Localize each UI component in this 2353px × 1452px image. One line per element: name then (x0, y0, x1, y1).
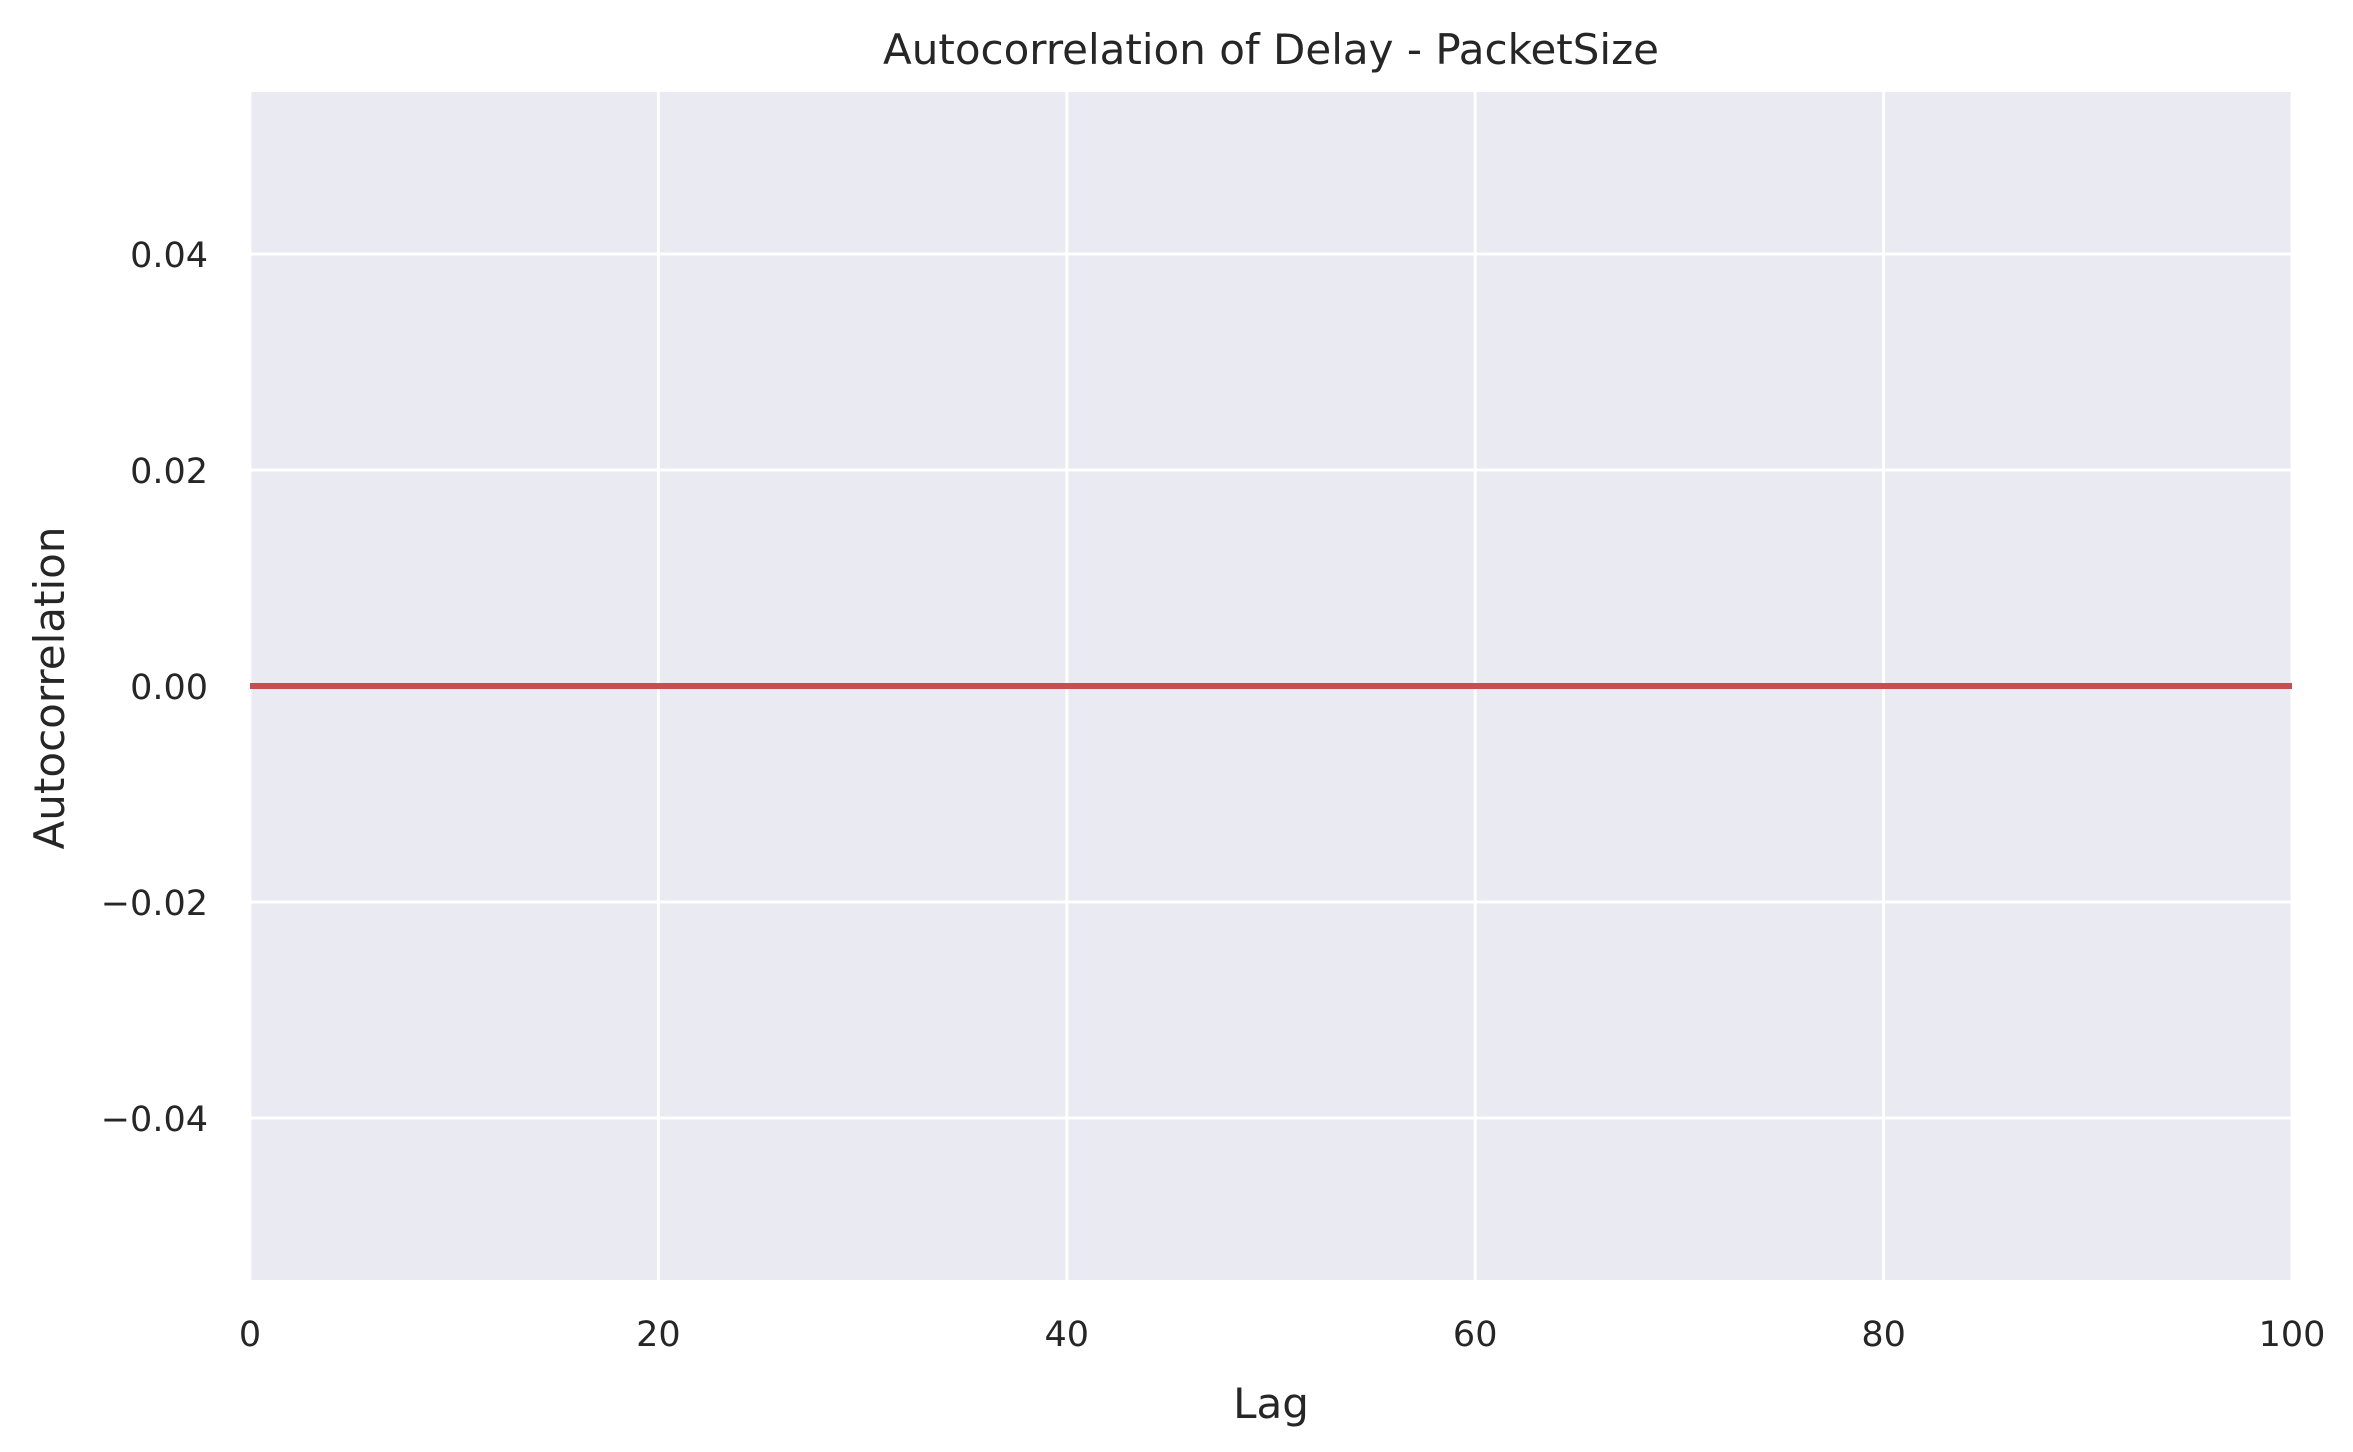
x-tick-label-3: 60 (1453, 1315, 1498, 1355)
x-tick-label-2: 40 (1045, 1315, 1090, 1355)
x-tick-label-0: 0 (239, 1315, 261, 1355)
y-tick-label-3: 0.02 (130, 452, 208, 492)
y-axis-label: Autocorrelation (25, 527, 74, 850)
x-axis-ticks: 0 20 40 60 80 100 (239, 1315, 2326, 1355)
y-axis-ticks: −0.04 −0.02 0.00 0.02 0.04 (101, 236, 208, 1140)
y-tick-label-0: −0.04 (101, 1100, 208, 1140)
x-tick-label-4: 80 (1861, 1315, 1906, 1355)
x-axis-label: Lag (1233, 1379, 1309, 1428)
x-tick-label-5: 100 (2259, 1315, 2326, 1355)
y-tick-label-4: 0.04 (130, 236, 208, 276)
y-tick-label-1: −0.02 (101, 884, 208, 924)
y-tick-label-2: 0.00 (130, 668, 208, 708)
x-tick-label-1: 20 (636, 1315, 681, 1355)
chart-title: Autocorrelation of Delay - PacketSize (883, 25, 1659, 74)
